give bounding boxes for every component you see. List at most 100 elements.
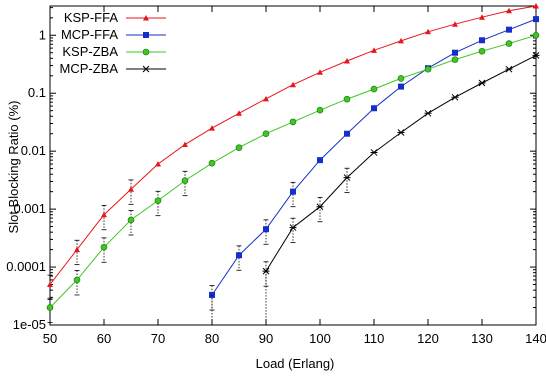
data-point — [290, 81, 296, 88]
data-point — [100, 243, 108, 251]
legend-label: KSP-FFA — [64, 10, 119, 25]
data-point — [451, 56, 459, 63]
data-point — [532, 52, 540, 59]
x-tick-label: 60 — [97, 331, 111, 346]
data-point — [451, 93, 459, 101]
data-point — [505, 65, 513, 73]
data-point — [344, 57, 350, 64]
data-point — [236, 252, 242, 259]
data-point — [452, 49, 458, 56]
data-point — [182, 141, 188, 148]
data-point — [370, 85, 378, 93]
data-point — [479, 37, 485, 44]
data-point — [317, 157, 323, 164]
data-point — [74, 246, 80, 253]
x-tick-label: 140 — [525, 331, 546, 346]
data-point — [425, 28, 431, 35]
data-point — [398, 83, 404, 90]
data-point — [478, 79, 486, 87]
y-tick-label: 1 — [39, 27, 46, 42]
data-point — [208, 159, 216, 167]
y-tick-label: 0.001 — [13, 201, 46, 216]
x-tick-label: 90 — [259, 331, 273, 346]
data-point — [397, 129, 405, 136]
x-tick-label: 130 — [471, 331, 493, 346]
data-point — [263, 95, 269, 102]
legend-marker — [143, 32, 149, 38]
legend-item-ksp-zba: KSP-ZBA — [62, 44, 166, 59]
x-axis-label: Load (Erlang) — [256, 356, 335, 371]
data-point — [263, 226, 269, 233]
data-point — [371, 47, 377, 53]
data-point — [262, 130, 270, 138]
data-point — [316, 106, 324, 114]
legend-item-mcp-ffa: MCP-FFA — [61, 27, 166, 42]
legend-marker — [142, 48, 150, 56]
data-point — [262, 267, 270, 275]
data-point — [290, 188, 296, 195]
series-line — [211, 18, 537, 296]
data-point — [289, 224, 297, 231]
x-tick-label: 50 — [43, 331, 57, 346]
legend-marker — [143, 15, 149, 21]
data-point — [236, 110, 242, 116]
data-point — [101, 211, 107, 218]
data-point — [533, 3, 539, 9]
data-point — [506, 26, 512, 33]
data-point — [209, 125, 215, 131]
data-point — [532, 31, 540, 39]
data-point — [343, 174, 351, 181]
data-point — [46, 304, 54, 311]
data-point — [371, 105, 377, 112]
x-tick-label: 110 — [364, 331, 385, 346]
x-tick-label: 120 — [417, 331, 439, 346]
plot-frame — [49, 5, 537, 326]
legend-item-mcp-zba: MCP-ZBA — [60, 61, 166, 76]
data-point — [289, 118, 297, 126]
y-tick-label: 0.01 — [21, 143, 46, 158]
series-layer — [46, 3, 540, 325]
data-point — [424, 65, 432, 73]
data-point — [127, 216, 135, 224]
data-point — [154, 197, 162, 204]
data-point — [505, 40, 513, 47]
data-point — [397, 75, 405, 82]
series-line — [49, 34, 537, 308]
x-tick-label: 100 — [309, 331, 331, 346]
data-point — [235, 144, 243, 151]
series-ksp-ffa — [47, 3, 539, 300]
data-point — [128, 186, 134, 192]
y-axis-label: Slot Blocking Ratio (%) — [6, 101, 21, 234]
data-point — [398, 37, 404, 44]
data-point — [317, 69, 323, 75]
data-point — [452, 21, 458, 27]
legend-item-ksp-ffa: KSP-FFA — [64, 10, 166, 25]
legend-label: MCP-FFA — [61, 27, 118, 42]
legend-label: MCP-ZBA — [60, 61, 119, 76]
data-point — [181, 177, 189, 184]
data-point — [155, 161, 161, 167]
plot-border — [49, 5, 537, 326]
x-tick-label: 70 — [151, 331, 165, 346]
legend-label: KSP-ZBA — [62, 44, 118, 59]
series-mcp-zba — [262, 52, 540, 325]
data-point — [479, 14, 485, 20]
data-point — [47, 281, 53, 287]
legend-marker — [142, 65, 150, 73]
y-tick-label: 1e-05 — [13, 317, 46, 332]
series-ksp-zba — [46, 31, 540, 324]
series-mcp-ffa — [209, 16, 539, 325]
data-point — [478, 47, 486, 55]
data-point — [343, 95, 351, 103]
y-tick-label: 0.1 — [28, 85, 46, 100]
data-point — [370, 149, 378, 156]
data-point — [506, 7, 512, 14]
legend: KSP-FFA MCP-FFA KSP-ZBA MCP-ZBA — [60, 10, 166, 76]
data-point — [73, 276, 81, 284]
data-point — [424, 109, 432, 117]
data-point — [344, 130, 350, 137]
data-point — [533, 16, 539, 23]
y-tick-label: 0.0001 — [6, 259, 46, 274]
axis-ticks: 50 60 70 80 90 100 110 120 130 140 1e-05 0.0001 0.00… — [6, 6, 546, 346]
